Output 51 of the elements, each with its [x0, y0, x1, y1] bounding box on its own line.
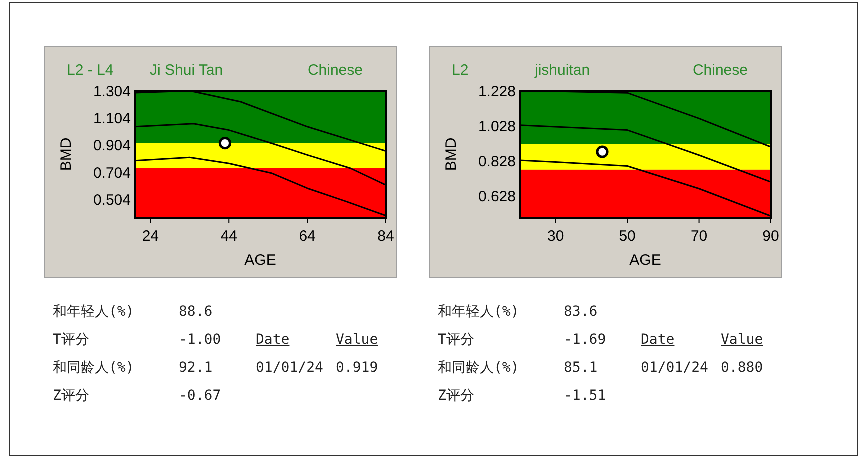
x-axis-title: AGE [244, 252, 276, 269]
x-axis-title: AGE [630, 252, 662, 269]
x-tick-label: 30 [548, 228, 564, 245]
text: Value [336, 332, 378, 348]
text: 01/01/24 [256, 360, 324, 376]
x-tick-label: 84 [378, 228, 394, 245]
text: -1.69 [564, 332, 606, 348]
y-tick-label: 0.504 [93, 192, 131, 210]
text: 88.6 [179, 304, 213, 320]
chart-title: L2 - L4 [67, 62, 114, 79]
text: 0.919 [336, 360, 378, 376]
text: 和年轻人(%) [438, 304, 520, 320]
text: Date [641, 332, 675, 348]
text: Chinese [308, 62, 363, 79]
text: Chinese [692, 62, 748, 79]
y-tick-label: 1.304 [93, 83, 131, 100]
text: 和同龄人(%) [53, 360, 134, 376]
x-tick-label: 70 [690, 228, 708, 245]
text: 和年轻人(%) [53, 304, 134, 320]
text: -1.00 [179, 332, 222, 348]
y-tick-label: 0.904 [93, 138, 131, 155]
text: -0.67 [179, 388, 222, 404]
text: T评分 [438, 332, 474, 348]
x-tick-label: 44 [220, 228, 238, 245]
text: 0.880 [721, 360, 764, 376]
y-tick-label: 0.628 [478, 188, 516, 206]
y-tick-label: 1.104 [93, 110, 131, 128]
y-tick-label: 0.704 [93, 164, 131, 182]
chart-subtitle: jishuitan [534, 62, 590, 79]
text: Z评分 [53, 388, 90, 404]
x-tick-label: 64 [299, 228, 316, 245]
text: Value [721, 332, 764, 348]
chart-title: L2 [452, 62, 469, 79]
x-tick-label: 24 [142, 228, 160, 245]
text: Z评分 [438, 388, 474, 404]
text: T评分 [53, 332, 90, 348]
y-tick-label: 0.828 [478, 153, 516, 170]
y-tick-label: 1.228 [478, 83, 516, 100]
x-tick-label: 90 [762, 228, 780, 245]
y-axis-title: BMD [443, 138, 460, 172]
y-tick-label: 1.028 [478, 118, 516, 136]
text: 85.1 [564, 360, 598, 376]
text: 83.6 [564, 304, 598, 320]
y-axis-title: BMD [58, 138, 75, 172]
chart-subtitle: Ji Shui Tan [150, 62, 224, 79]
text: 和同龄人(%) [438, 360, 520, 376]
x-tick-label: 50 [619, 228, 636, 245]
text: 01/01/24 [641, 360, 708, 376]
text: -1.51 [564, 388, 606, 404]
text: 92.1 [179, 360, 213, 376]
text: Date [256, 332, 290, 348]
